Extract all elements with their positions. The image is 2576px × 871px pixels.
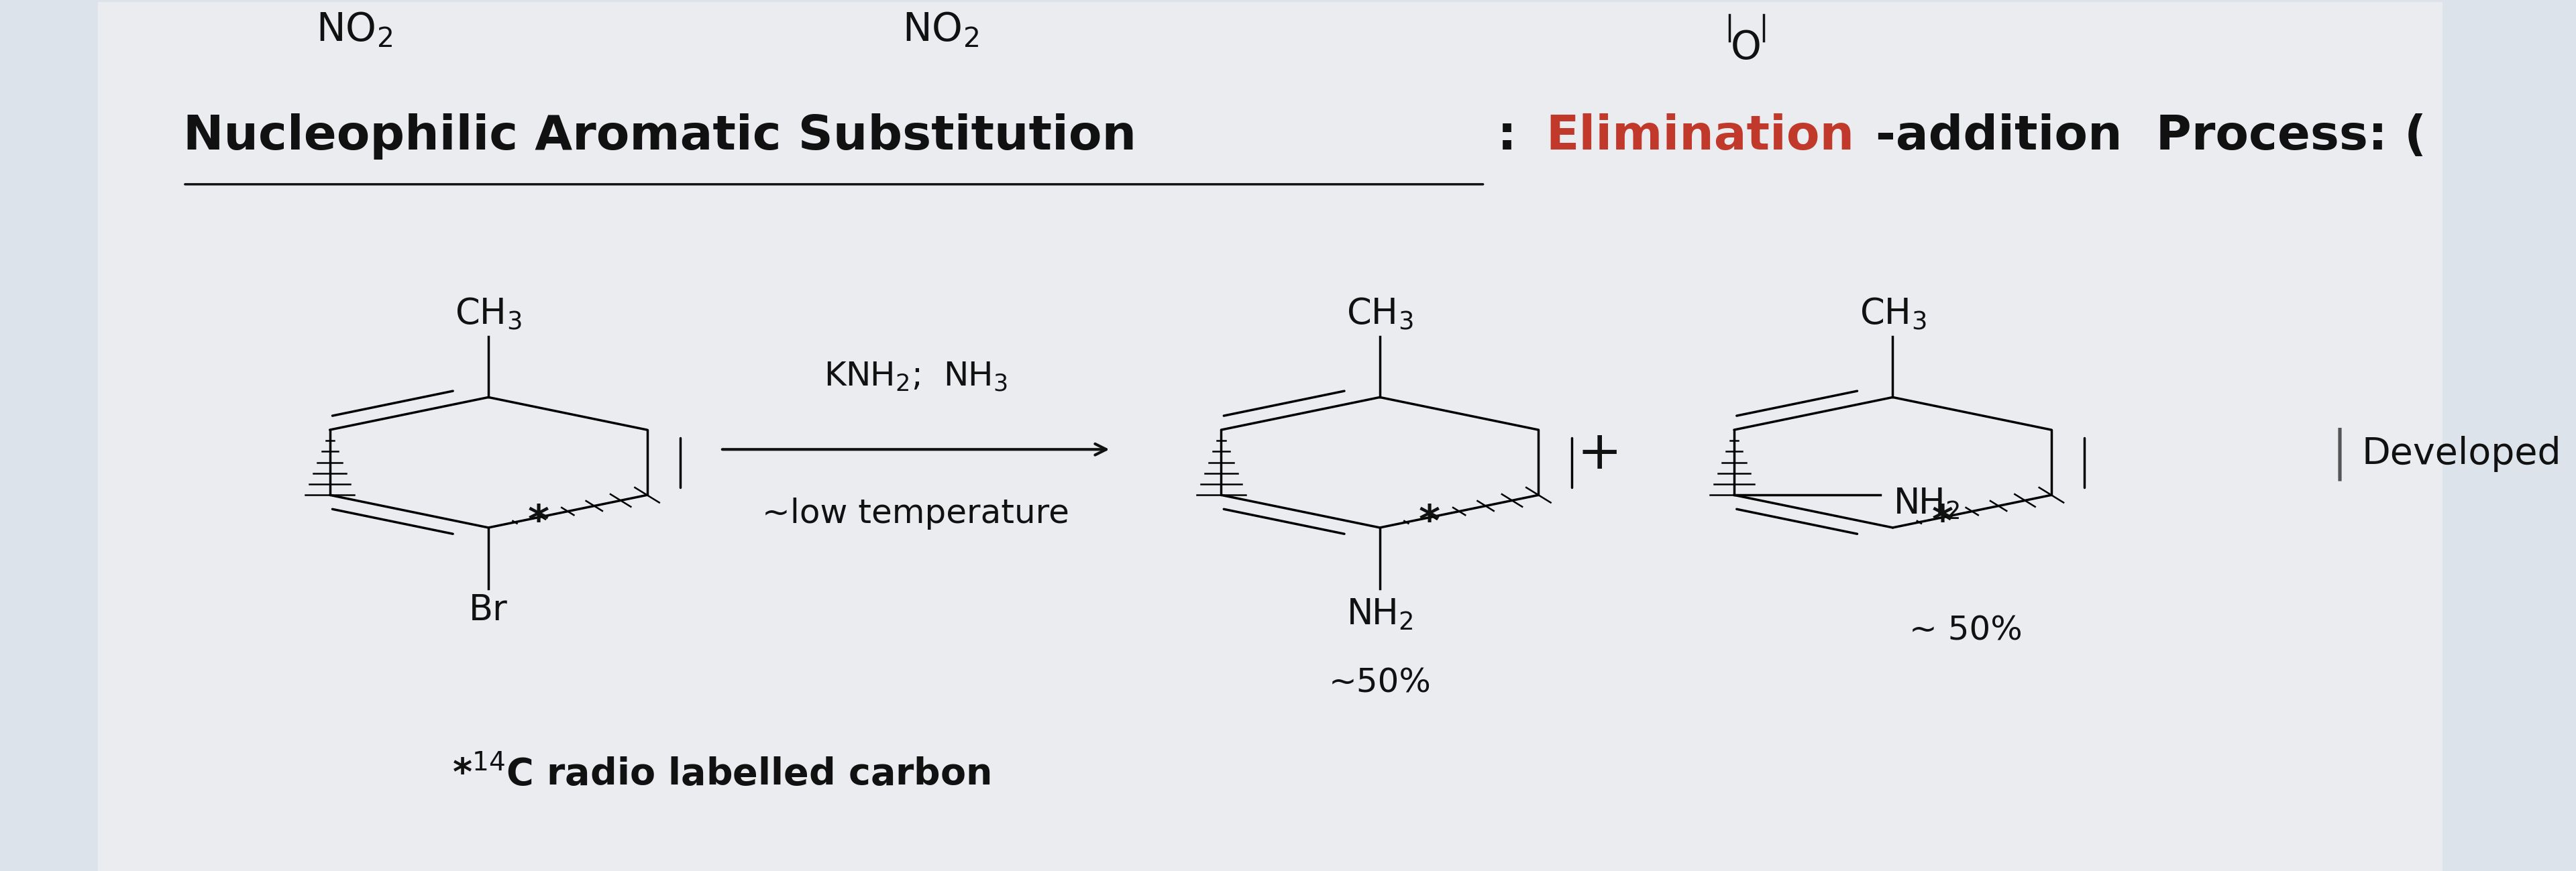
Text: ~50%: ~50% (1329, 666, 1432, 699)
Text: Elimination: Elimination (1546, 113, 1855, 159)
Text: CH$_3$: CH$_3$ (1347, 296, 1414, 332)
Text: Nucleophilic Aromatic Substitution: Nucleophilic Aromatic Substitution (183, 113, 1136, 159)
Text: NH$_2$: NH$_2$ (1347, 598, 1414, 632)
Text: -addition  Process: (: -addition Process: ( (1875, 113, 2427, 159)
Text: Developed: Developed (2362, 435, 2561, 472)
Text: NO$_2$: NO$_2$ (317, 11, 392, 50)
Text: *: * (1419, 503, 1440, 543)
Text: *: * (1932, 503, 1953, 543)
FancyBboxPatch shape (98, 2, 2442, 871)
Text: *: * (528, 503, 549, 543)
Text: Br: Br (469, 593, 507, 628)
Text: NO$_2$: NO$_2$ (902, 11, 979, 50)
Text: :: : (1497, 113, 1533, 159)
Text: +: + (1577, 428, 1623, 480)
Text: O: O (1731, 29, 1762, 67)
Text: │: │ (2326, 427, 2352, 481)
Text: ~ 50%: ~ 50% (1909, 615, 2022, 647)
Text: KNH$_2$;  NH$_3$: KNH$_2$; NH$_3$ (824, 361, 1007, 393)
Text: NH$_2$: NH$_2$ (1893, 486, 1960, 521)
Text: *$^{14}$C radio labelled carbon: *$^{14}$C radio labelled carbon (451, 754, 989, 793)
Text: CH$_3$: CH$_3$ (1860, 296, 1927, 332)
Text: CH$_3$: CH$_3$ (456, 296, 523, 332)
Text: ~low temperature: ~low temperature (762, 497, 1069, 530)
